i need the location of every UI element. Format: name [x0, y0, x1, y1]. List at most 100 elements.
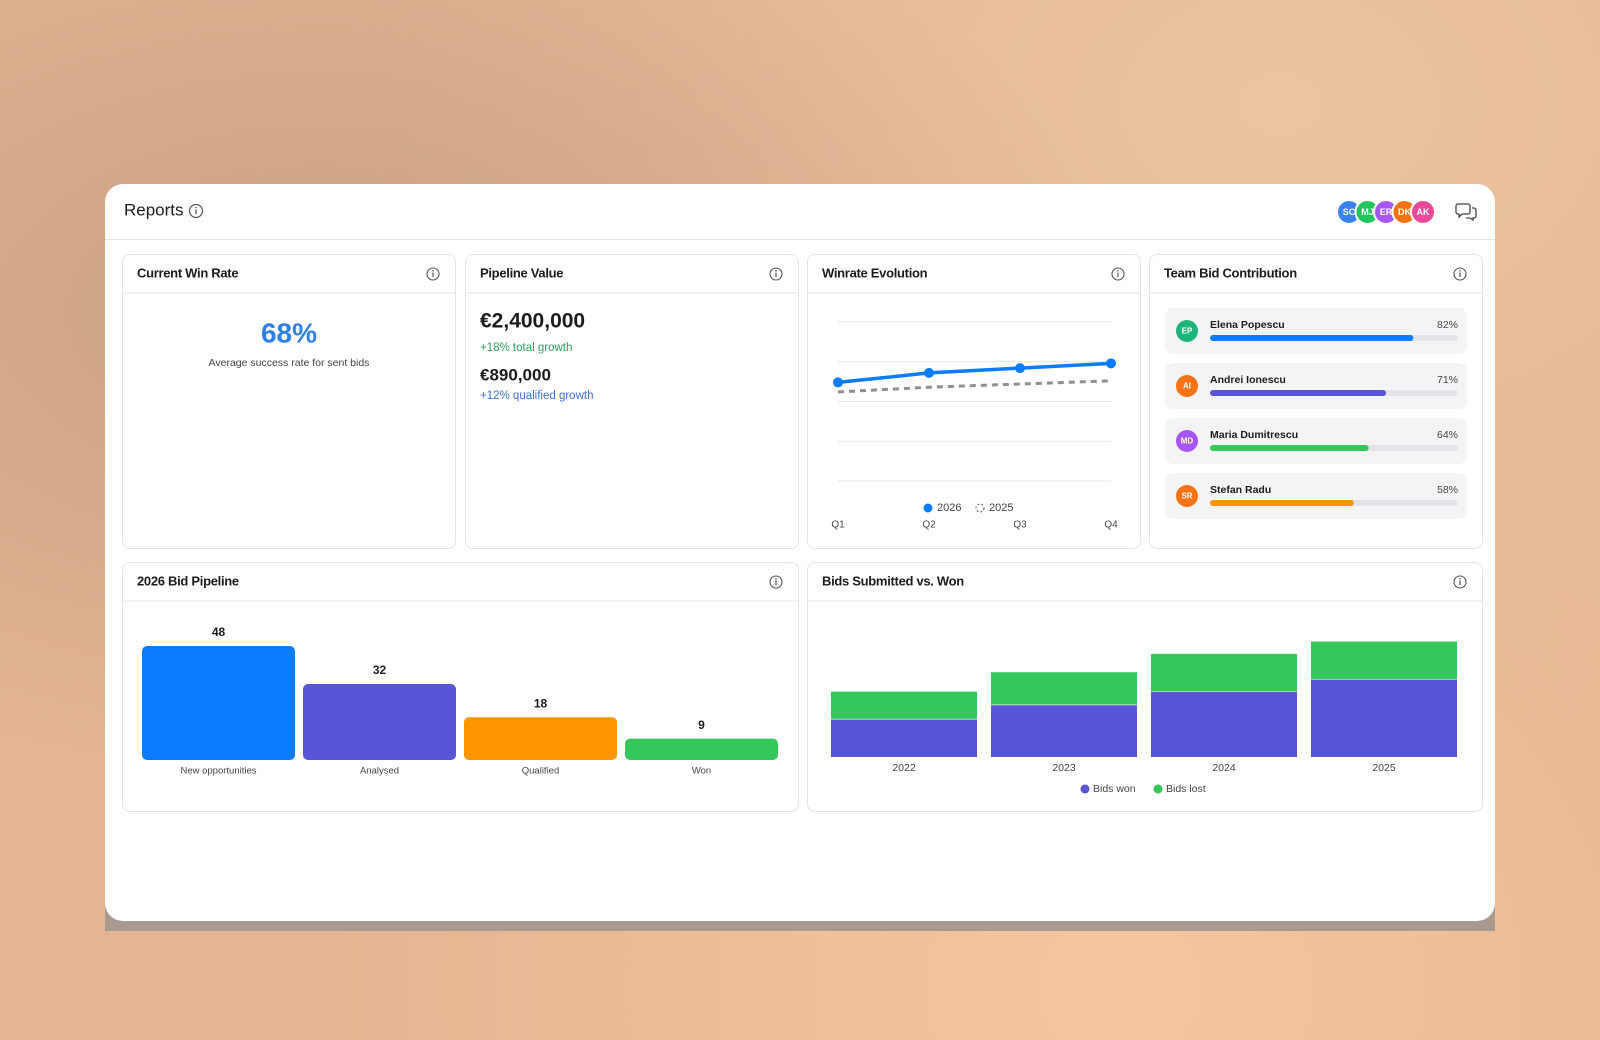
- legend-marker: [923, 503, 933, 513]
- value-label: 64%: [1437, 429, 1458, 441]
- bar: [1210, 390, 1387, 396]
- member-name: Maria Dumitrescu: [1210, 429, 1298, 441]
- info-icon-ring: [1453, 575, 1467, 589]
- info-icon[interactable]: [426, 267, 440, 281]
- bar-segment: [831, 691, 977, 720]
- row-background: [1165, 473, 1467, 519]
- value-label: 32: [373, 663, 387, 677]
- card-title: Bids Submitted vs. Won: [822, 573, 964, 588]
- info-icon-ring: [769, 575, 783, 589]
- x-tick-label: Q4: [1104, 520, 1118, 531]
- x-tick-label: New opportunities: [180, 766, 256, 777]
- avatar: [1410, 199, 1436, 225]
- x-tick-label: Q3: [1013, 520, 1027, 531]
- x-tick-label: Won: [692, 766, 711, 777]
- bar: [464, 717, 617, 760]
- info-icon[interactable]: [1453, 267, 1467, 281]
- winrate-evolution-card: Winrate Evolution 2026 2025 Q1 Q2 Q3 Q4: [807, 254, 1141, 549]
- info-icon-ring: [769, 267, 783, 281]
- member-name: Elena Popescu: [1210, 319, 1285, 331]
- avatar-initials: MJ: [1361, 207, 1374, 217]
- x-tick-label: 2023: [1052, 762, 1076, 774]
- top-bar-graphics: Reports SC MJ ER DK AK: [124, 199, 1477, 225]
- bar-segment: [1311, 641, 1457, 680]
- x-tick-label: 2022: [892, 762, 916, 774]
- legend-label: Bids won: [1093, 783, 1136, 795]
- win-rate-card: Current Win Rate 68% Average success rat…: [122, 254, 456, 549]
- x-tick-label: 2024: [1212, 762, 1236, 774]
- value-label: 9: [698, 718, 705, 732]
- reports-panel: Reports SC MJ ER DK AK Current Win Rate 68% …: [105, 184, 1495, 921]
- x-tick-label: Q2: [922, 520, 936, 531]
- chat-icon[interactable]: [1455, 203, 1477, 222]
- team-contribution-card: Team Bid Contribution EP Elena Popescu 82%…: [1149, 254, 1483, 549]
- member-avatar: [1176, 320, 1198, 342]
- card-graphics: 2026 Bid Pipeline 48 New opportunities 32 A…: [123, 573, 798, 777]
- bar: [1210, 500, 1354, 506]
- value-label: 58%: [1437, 484, 1458, 496]
- x-tick-label: 2025: [1372, 762, 1396, 774]
- card-title: Winrate Evolution: [822, 265, 928, 280]
- card-graphics: Winrate Evolution 2026 2025 Q1 Q2 Q3 Q4: [808, 265, 1140, 531]
- member-avatar: [1176, 375, 1198, 397]
- avatar-initials: SC: [1343, 207, 1356, 217]
- member-initials: SR: [1181, 492, 1192, 501]
- win-rate-value: 68%: [261, 317, 317, 348]
- data-point: [1015, 363, 1025, 374]
- qualified-value: €890,000: [480, 365, 551, 384]
- series-line: [837, 379, 1112, 394]
- card-title: Current Win Rate: [137, 265, 238, 280]
- total-value: €2,400,000: [480, 310, 585, 333]
- bar-segment: [1151, 653, 1297, 692]
- bar: [303, 684, 456, 760]
- info-icon[interactable]: [1453, 575, 1467, 589]
- info-icon-dot: [1117, 270, 1119, 272]
- value-label: 71%: [1437, 374, 1458, 386]
- bar-segment: [991, 672, 1137, 705]
- info-icon[interactable]: [769, 575, 783, 589]
- card-graphics: Team Bid Contribution EP Elena Popescu 82%…: [1150, 265, 1482, 519]
- member-avatar: [1176, 485, 1198, 507]
- info-icon-dot: [775, 578, 777, 580]
- member-avatar: [1176, 430, 1198, 452]
- member-name: Andrei Ionescu: [1210, 374, 1286, 386]
- row-background: [1165, 308, 1467, 354]
- bar-segment: [991, 704, 1137, 757]
- avatar-initials: DK: [1398, 207, 1411, 217]
- member-initials: EP: [1182, 327, 1193, 336]
- card-title: Pipeline Value: [480, 265, 563, 280]
- avatar-initials: AK: [1417, 207, 1430, 217]
- data-point: [1106, 358, 1116, 369]
- bar: [1210, 335, 1414, 341]
- bar: [142, 646, 295, 760]
- legend-marker: [1080, 784, 1090, 794]
- legend-label: 2026: [937, 502, 961, 514]
- legend-label: Bids lost: [1166, 783, 1206, 795]
- data-point: [833, 377, 843, 388]
- info-icon-dot: [775, 270, 777, 272]
- card-graphics: Pipeline Value €2,400,000 +18% total gro…: [466, 265, 798, 402]
- bar-segment: [831, 719, 977, 757]
- card-graphics: Bids Submitted vs. Won 2022 2023 2024 2025 B…: [808, 573, 1482, 795]
- bar-segment: [1151, 691, 1297, 757]
- value-label: 18: [534, 696, 548, 710]
- pipeline-value-card: Pipeline Value €2,400,000 +18% total gro…: [465, 254, 799, 549]
- bar-segment: [1311, 679, 1457, 757]
- member-initials: AI: [1183, 382, 1191, 391]
- info-icon[interactable]: [188, 203, 204, 219]
- info-icon[interactable]: [769, 267, 783, 281]
- top-bar: Reports SC MJ ER DK AK: [105, 184, 1495, 240]
- bar: [1210, 445, 1369, 451]
- legend-marker: [1153, 784, 1163, 794]
- card-title: 2026 Bid Pipeline: [137, 573, 239, 588]
- series-line: [836, 361, 1113, 385]
- info-icon-dot: [1459, 270, 1461, 272]
- info-icon-ring: [1453, 267, 1467, 281]
- x-tick-label: Analysed: [360, 766, 399, 777]
- bid-pipeline-card: 2026 Bid Pipeline 48 New opportunities 32 A…: [122, 562, 799, 812]
- card-title: Team Bid Contribution: [1164, 265, 1297, 280]
- info-icon-ring: [426, 267, 440, 281]
- info-icon[interactable]: [1111, 267, 1125, 281]
- card-graphics: Current Win Rate 68% Average success rat…: [123, 265, 455, 369]
